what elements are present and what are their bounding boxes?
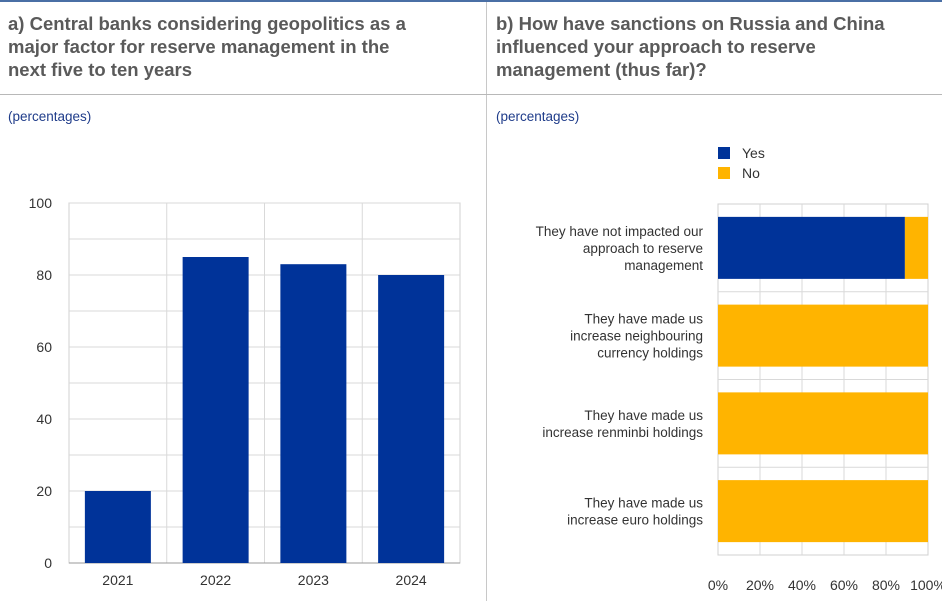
panel-b-unit: (percentages)	[496, 109, 580, 124]
bar-2022	[182, 257, 249, 563]
chart-b: They have not impacted our approach to re…	[536, 145, 942, 593]
category-label-line: They have made us	[584, 408, 703, 423]
legend-label-no: No	[742, 165, 760, 181]
x-tick-label: 2023	[298, 572, 329, 588]
x-tick-label: 80%	[872, 577, 900, 593]
y-tick-label: 100	[29, 195, 53, 211]
title-separator	[0, 94, 942, 95]
panel-b-title: b) How have sanctions on Russia and Chin…	[496, 12, 885, 81]
x-tick-label: 2022	[200, 572, 231, 588]
y-tick-label: 40	[36, 411, 52, 427]
y-tick-label: 0	[44, 555, 52, 571]
y-tick-label: 80	[36, 267, 52, 283]
y-tick-label: 20	[36, 483, 52, 499]
x-tick-label: 2024	[396, 572, 427, 588]
category-label-line: They have made us	[584, 312, 703, 327]
chart-a: 0 20 40 60 80 100 2021 2022 2023 2024	[29, 195, 461, 588]
legend-swatch-yes	[718, 147, 730, 159]
x-tick-label: 2021	[102, 572, 133, 588]
x-tick-label: 0%	[708, 577, 728, 593]
top-rule	[0, 0, 942, 2]
category-label-line: They have made us	[584, 496, 703, 511]
panel-divider	[486, 2, 487, 601]
category-label-line: management	[624, 258, 703, 273]
bar-no-4	[718, 480, 928, 543]
bar-2021	[84, 491, 151, 563]
x-tick-label: 20%	[746, 577, 774, 593]
panel-a-title: a) Central banks considering geopolitics…	[8, 12, 406, 81]
category-label-line: approach to reserve	[583, 241, 703, 256]
bar-2023	[280, 264, 347, 563]
category-label-line: increase renminbi holdings	[542, 425, 703, 440]
bar-no-3	[718, 392, 928, 455]
panel-a: a) Central banks considering geopolitics…	[0, 2, 487, 601]
category-label-line: currency holdings	[597, 346, 703, 361]
x-tick-label: 40%	[788, 577, 816, 593]
bar-yes-1	[718, 216, 905, 279]
category-label-line: They have not impacted our	[536, 224, 704, 239]
bar-2024	[378, 275, 445, 563]
panel-b-title-line: management (thus far)?	[496, 59, 707, 80]
panel-b-title-line: influenced your approach to reserve	[496, 36, 816, 57]
panel-b: b) How have sanctions on Russia and Chin…	[488, 2, 942, 601]
y-tick-label: 60	[36, 339, 52, 355]
category-label-line: increase euro holdings	[567, 513, 703, 528]
bar-no-2	[718, 304, 928, 367]
x-tick-label: 100%	[910, 577, 942, 593]
x-tick-label: 60%	[830, 577, 858, 593]
panel-b-title-line: b) How have sanctions on Russia and Chin…	[496, 13, 885, 34]
panel-a-title-line: next five to ten years	[8, 59, 193, 80]
panel-a-title-line: major factor for reserve management in t…	[8, 36, 390, 57]
panel-a-title-line: a) Central banks considering geopolitics…	[8, 13, 406, 34]
panel-a-unit: (percentages)	[8, 109, 92, 124]
legend-swatch-no	[718, 167, 730, 179]
category-label-line: increase neighbouring	[570, 329, 703, 344]
legend-label-yes: Yes	[742, 145, 765, 161]
bar-no-1	[904, 216, 928, 279]
